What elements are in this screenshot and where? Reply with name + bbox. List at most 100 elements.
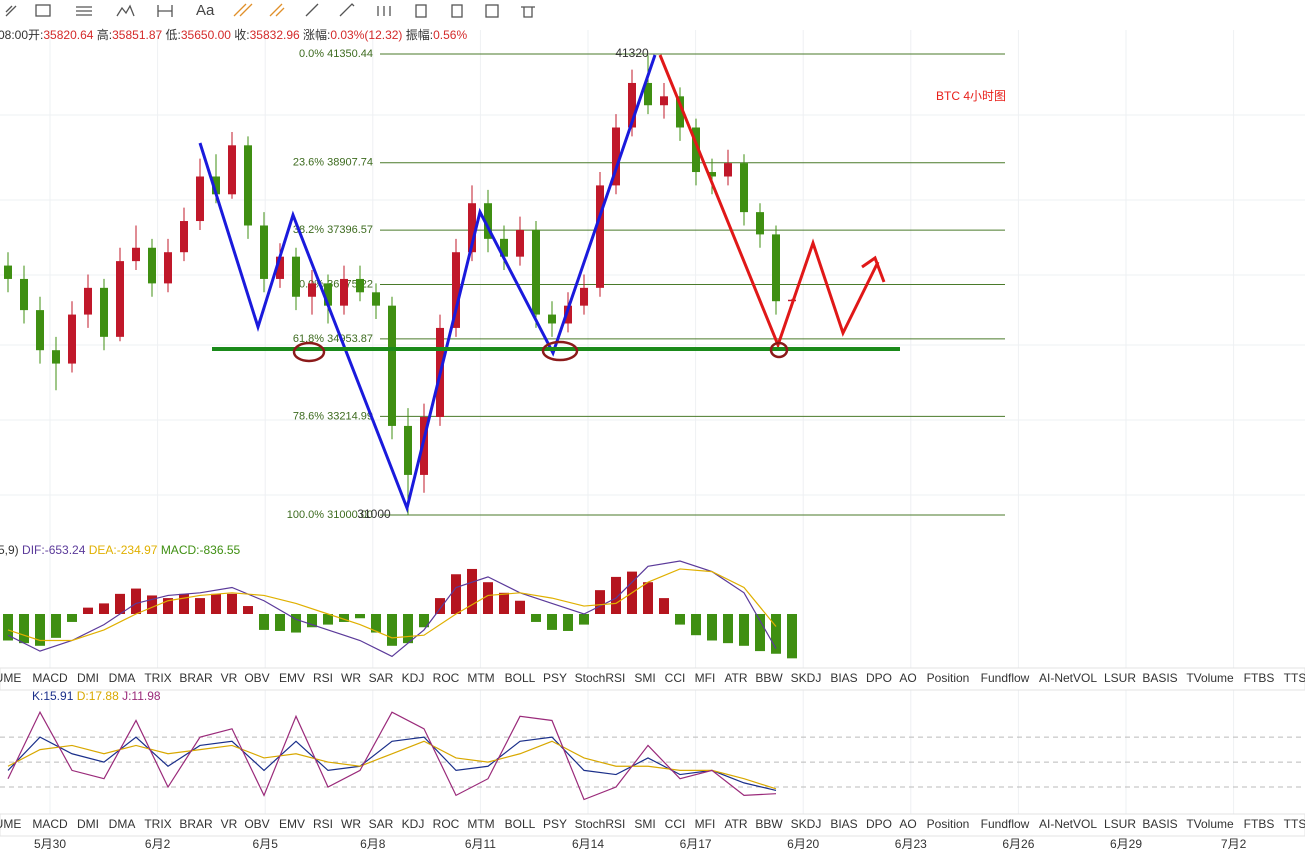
indicator-tab[interactable]: EMV: [279, 817, 305, 831]
indicator-tab[interactable]: StochRSI: [575, 817, 626, 831]
macd-bar: [739, 614, 749, 646]
tool-icon[interactable]: [116, 4, 135, 17]
indicator-tab[interactable]: BIAS: [830, 671, 857, 685]
indicator-tab[interactable]: UME: [0, 817, 21, 831]
indicator-tab[interactable]: LSUR: [1104, 817, 1136, 831]
tool-icon[interactable]: [5, 5, 17, 17]
indicator-tab[interactable]: KDJ: [402, 817, 425, 831]
indicator-tab[interactable]: DMA: [109, 671, 136, 685]
indicator-tab[interactable]: TVolume: [1186, 671, 1234, 685]
indicator-tab[interactable]: AI-NetVOL: [1039, 671, 1097, 685]
header-field: 收:: [234, 28, 249, 42]
indicator-tab[interactable]: MTM: [467, 671, 494, 685]
indicator-tab[interactable]: DMA: [109, 817, 136, 831]
indicator-tab[interactable]: DMI: [77, 817, 99, 831]
indicator-tab[interactable]: KDJ: [402, 671, 425, 685]
indicator-tab[interactable]: AO: [899, 671, 916, 685]
indicator-tab[interactable]: UME: [0, 671, 21, 685]
indicator-tab[interactable]: TTS: [1284, 671, 1305, 685]
indicator-tab[interactable]: VR: [221, 817, 238, 831]
indicator-tab[interactable]: BIAS: [830, 817, 857, 831]
toolbar: [5, 3, 535, 18]
indicator-tab[interactable]: TRIX: [144, 817, 171, 831]
indicator-tab[interactable]: BRAR: [179, 671, 213, 685]
indicator-tab[interactable]: ATR: [724, 817, 747, 831]
tool-icon[interactable]: [377, 6, 391, 16]
fib-label: 23.6% 38907.74: [293, 157, 373, 169]
tool-icon[interactable]: [157, 5, 173, 17]
indicator-tab[interactable]: SMI: [634, 671, 655, 685]
indicator-tab[interactable]: SAR: [369, 671, 394, 685]
indicator-tab[interactable]: CCI: [665, 817, 686, 831]
indicator-tab[interactable]: DPO: [866, 817, 892, 831]
indicator-line: [7, 560, 777, 658]
date-label: 6月29: [1110, 837, 1142, 851]
macd-bar: [67, 614, 77, 622]
indicator-tab[interactable]: TTS: [1284, 817, 1305, 831]
header-field: 振幅:: [406, 27, 433, 42]
font-button[interactable]: Aa: [196, 2, 215, 19]
indicator-tab[interactable]: EMV: [279, 671, 305, 685]
indicator-tab[interactable]: RSI: [313, 671, 333, 685]
tool-icon[interactable]: [451, 4, 463, 18]
indicator-tab[interactable]: CCI: [665, 671, 686, 685]
indicator-tab[interactable]: ROC: [433, 671, 460, 685]
indicator-tab[interactable]: BBW: [755, 671, 783, 685]
tool-icon[interactable]: [35, 4, 51, 17]
tool-icon[interactable]: [305, 3, 319, 17]
indicator-tab[interactable]: OBV: [244, 671, 269, 685]
indicator-tab[interactable]: MTM: [467, 817, 494, 831]
candle-body: [596, 185, 604, 288]
indicator-tab[interactable]: TRIX: [144, 671, 171, 685]
indicator-tab[interactable]: ATR: [724, 671, 747, 685]
tool-icon[interactable]: [76, 6, 92, 16]
indicator-tab[interactable]: BASIS: [1142, 817, 1177, 831]
indicator-tab[interactable]: StochRSI: [575, 671, 626, 685]
indicator-tab[interactable]: WR: [341, 817, 361, 831]
tool-icon[interactable]: [521, 6, 535, 18]
header-field: K:15.91: [32, 689, 74, 703]
indicator-tab[interactable]: DPO: [866, 671, 892, 685]
candle-body: [228, 145, 236, 195]
indicator-tab[interactable]: FTBS: [1244, 671, 1275, 685]
indicator-tab[interactable]: LSUR: [1104, 671, 1136, 685]
indicator-tab[interactable]: MACD: [32, 671, 68, 685]
header-field: 涨幅:: [303, 27, 330, 42]
tool-icon[interactable]: [269, 3, 285, 17]
indicator-tab[interactable]: AI-NetVOL: [1039, 817, 1097, 831]
indicator-tab[interactable]: Fundflow: [981, 671, 1030, 685]
indicator-tab[interactable]: BOLL: [505, 817, 536, 831]
indicator-tab[interactable]: SAR: [369, 817, 394, 831]
indicator-tab[interactable]: MACD: [32, 817, 68, 831]
indicator-tab[interactable]: SKDJ: [791, 817, 822, 831]
indicator-tab[interactable]: TVolume: [1186, 817, 1234, 831]
indicator-tab[interactable]: PSY: [543, 817, 567, 831]
indicator-tab[interactable]: Position: [927, 817, 970, 831]
indicator-tab[interactable]: PSY: [543, 671, 567, 685]
indicator-tab[interactable]: BASIS: [1142, 671, 1177, 685]
indicator-tab[interactable]: MFI: [695, 817, 716, 831]
indicator-tab[interactable]: ROC: [433, 817, 460, 831]
indicator-tab[interactable]: SMI: [634, 817, 655, 831]
indicator-tab[interactable]: Fundflow: [981, 817, 1030, 831]
indicator-tab[interactable]: SKDJ: [791, 671, 822, 685]
tool-icon[interactable]: [415, 4, 427, 18]
indicator-tab[interactable]: BBW: [755, 817, 783, 831]
tool-icon[interactable]: [233, 3, 253, 17]
indicator-tab[interactable]: MFI: [695, 671, 716, 685]
indicator-tab[interactable]: WR: [341, 671, 361, 685]
tool-icon[interactable]: [485, 4, 499, 18]
indicator-tab[interactable]: VR: [221, 671, 238, 685]
indicator-tab[interactable]: AO: [899, 817, 916, 831]
indicator-tab[interactable]: RSI: [313, 817, 333, 831]
indicator-tab[interactable]: OBV: [244, 817, 269, 831]
indicator-tab[interactable]: BRAR: [179, 817, 213, 831]
indicator-tab[interactable]: DMI: [77, 671, 99, 685]
indicator-tab[interactable]: Position: [927, 671, 970, 685]
candle-body: [260, 225, 268, 279]
indicator-tab[interactable]: FTBS: [1244, 817, 1275, 831]
indicator-tab[interactable]: BOLL: [505, 671, 536, 685]
candle-body: [660, 96, 668, 106]
tool-icon[interactable]: [339, 3, 355, 17]
candle-body: [180, 221, 188, 253]
